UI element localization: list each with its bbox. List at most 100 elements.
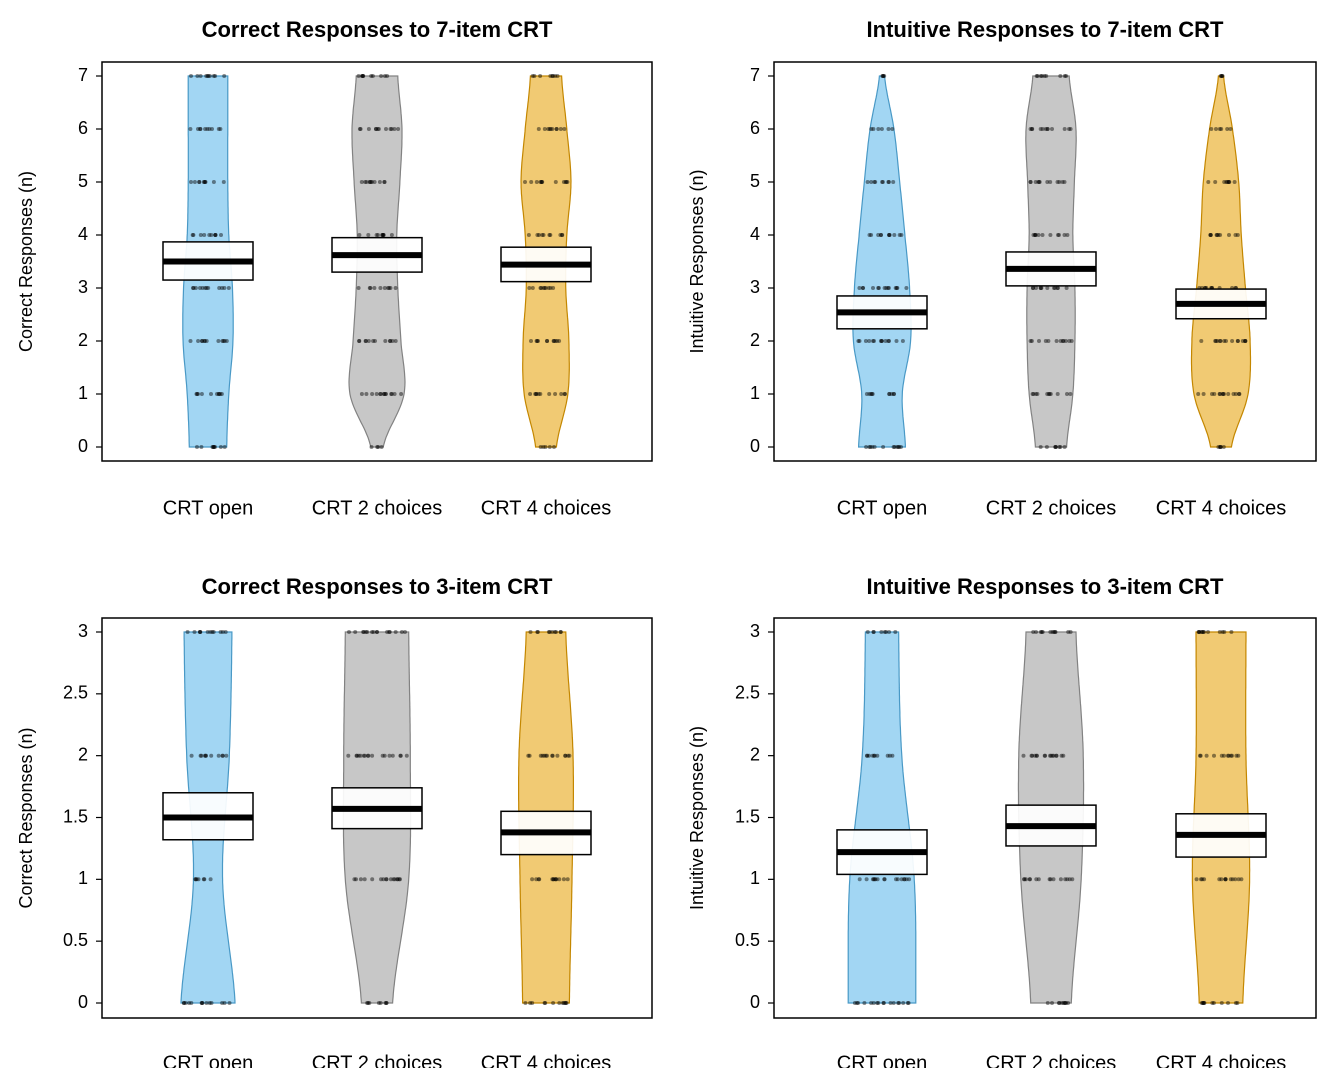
violin-crt-2-choices <box>331 74 423 449</box>
data-point <box>532 74 537 78</box>
data-point <box>894 286 899 290</box>
data-point <box>1059 1001 1064 1005</box>
data-point <box>227 1001 232 1005</box>
data-point <box>869 127 874 131</box>
data-point <box>211 445 216 449</box>
data-point <box>1064 286 1069 290</box>
data-point <box>550 630 555 634</box>
data-point <box>196 339 201 343</box>
data-point <box>222 74 227 78</box>
data-point <box>365 630 370 634</box>
data-point <box>1230 339 1235 343</box>
data-point <box>221 339 226 343</box>
data-point <box>869 392 873 396</box>
data-point <box>564 1001 569 1005</box>
data-point <box>1062 233 1067 237</box>
data-point <box>567 753 572 758</box>
data-point <box>357 127 362 131</box>
data-point <box>1209 127 1214 131</box>
violin-crt-2-choices <box>331 630 423 1005</box>
data-point <box>892 445 897 449</box>
data-point <box>189 1001 194 1005</box>
data-point <box>215 392 219 396</box>
data-point <box>378 392 383 396</box>
data-point <box>1218 74 1223 78</box>
data-point <box>870 392 875 396</box>
data-point <box>204 753 208 758</box>
x-category-label: CRT 4 choices <box>1156 1052 1286 1068</box>
data-point <box>890 753 895 758</box>
y-axis-label: Correct Responses (n) <box>16 171 36 352</box>
data-point <box>857 339 862 343</box>
data-point <box>902 877 907 882</box>
data-point <box>886 180 891 184</box>
data-point <box>1220 630 1225 634</box>
data-point <box>1237 392 1241 396</box>
data-point <box>1058 877 1063 882</box>
data-point <box>869 1001 874 1005</box>
data-point <box>542 753 547 758</box>
data-point <box>566 753 571 758</box>
data-point <box>862 1001 867 1005</box>
data-point <box>870 445 875 449</box>
data-point <box>1228 127 1233 131</box>
data-point <box>562 392 567 396</box>
data-point <box>196 392 200 396</box>
data-point <box>365 1001 370 1005</box>
data-point <box>387 630 392 634</box>
data-point <box>202 753 207 758</box>
data-point <box>398 753 403 758</box>
data-point <box>872 339 876 343</box>
data-point <box>1045 1001 1050 1005</box>
panel-title: Intuitive Responses to 3-item CRT <box>867 574 1225 599</box>
data-point <box>873 877 878 882</box>
data-point <box>193 286 198 290</box>
data-point <box>553 339 558 343</box>
data-point <box>1057 1001 1062 1005</box>
data-point <box>216 339 221 343</box>
y-axis-label: Intuitive Responses (n) <box>687 169 707 353</box>
data-point <box>1226 180 1231 184</box>
data-point <box>204 339 209 343</box>
data-point <box>557 339 562 343</box>
data-point <box>1228 877 1233 882</box>
data-point <box>880 74 885 78</box>
data-point <box>1229 753 1233 758</box>
data-point <box>384 877 389 882</box>
data-point <box>203 180 208 184</box>
data-point <box>879 630 884 634</box>
data-point <box>540 180 545 184</box>
data-point <box>560 233 565 237</box>
data-point <box>1224 339 1228 343</box>
data-point <box>1062 74 1067 78</box>
data-point <box>1196 630 1201 634</box>
data-point <box>383 1001 388 1005</box>
y-tick-label: 2.5 <box>63 683 88 703</box>
data-point <box>865 630 870 634</box>
data-point <box>387 630 392 634</box>
data-point <box>366 753 371 758</box>
data-point <box>1037 180 1042 184</box>
data-point <box>189 753 194 758</box>
data-point <box>1030 127 1035 131</box>
data-point <box>1034 392 1038 396</box>
data-point <box>374 127 378 131</box>
plot-frame <box>101 617 653 1019</box>
data-point <box>385 74 390 78</box>
data-point <box>870 877 875 882</box>
y-tick-label: 0 <box>750 436 760 456</box>
data-point <box>1201 392 1206 396</box>
data-point <box>530 1001 535 1005</box>
data-point <box>1031 392 1036 396</box>
data-point <box>398 877 402 882</box>
panel-title: Correct Responses to 3-item CRT <box>202 574 553 599</box>
data-point <box>560 1001 565 1005</box>
data-point <box>384 392 388 396</box>
data-point <box>880 180 885 184</box>
data-point <box>374 127 378 131</box>
data-point <box>891 1001 896 1005</box>
data-point <box>353 630 358 634</box>
data-point <box>1037 180 1042 184</box>
data-point <box>1217 127 1222 131</box>
data-point <box>547 127 552 131</box>
